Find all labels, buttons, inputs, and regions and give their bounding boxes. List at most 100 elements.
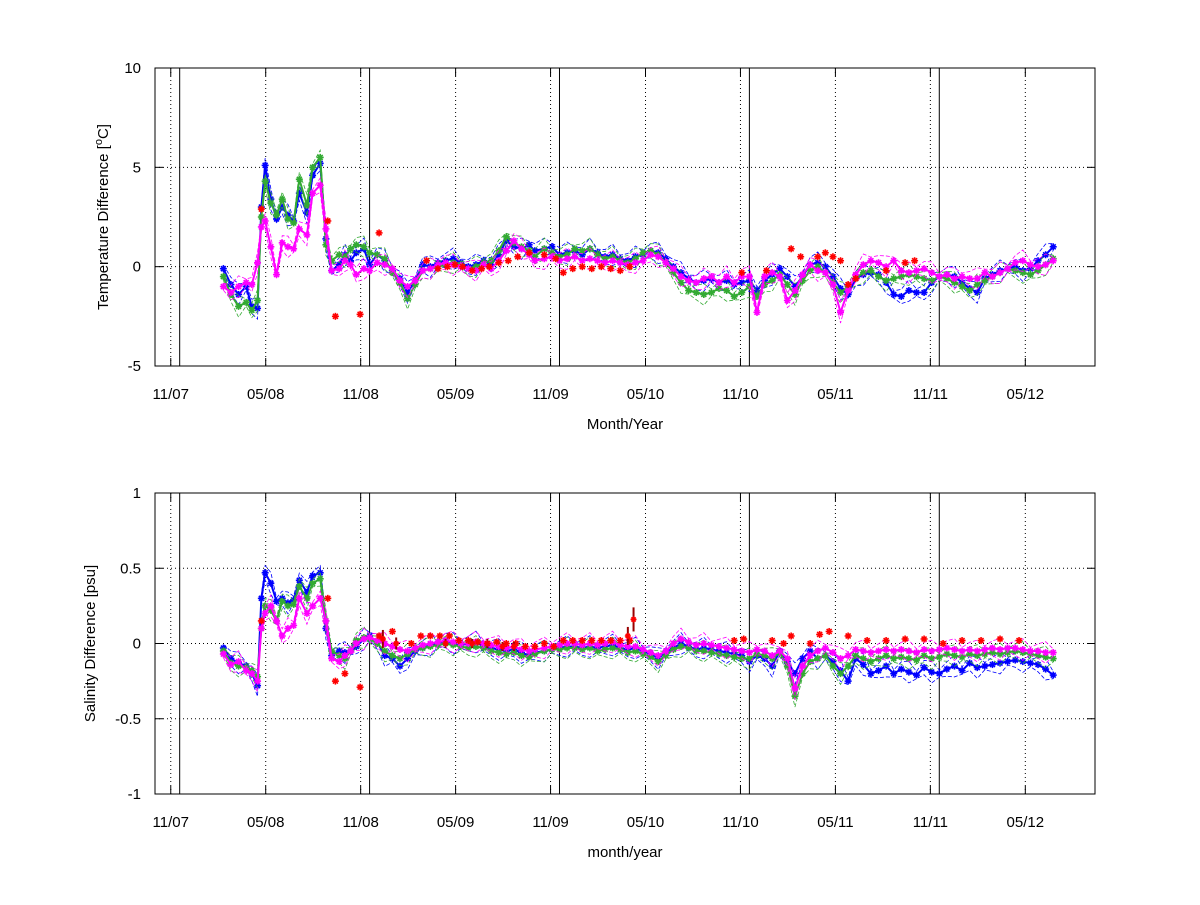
data-point: [1011, 259, 1019, 267]
data-point: [540, 251, 548, 259]
data-point: [555, 641, 563, 649]
data-point: [518, 245, 526, 253]
data-point: [882, 636, 890, 644]
data-point: [242, 279, 250, 287]
data-point: [1011, 267, 1019, 275]
data-point: [278, 239, 286, 247]
data-point: [588, 265, 596, 273]
data-point: [578, 263, 586, 271]
x-axis-label: Month/Year: [587, 416, 663, 433]
data-point: [290, 600, 298, 608]
data-point: [588, 636, 596, 644]
data-point: [257, 223, 265, 231]
series-envelope-line: [223, 191, 1054, 324]
data-point: [837, 308, 845, 316]
data-point: [248, 670, 256, 678]
data-point: [284, 243, 292, 251]
data-point: [920, 652, 928, 660]
temperature-panel: 11/07 05/08 11/08 05/09 11/09 05/10 11/10 05/11…: [93, 60, 1096, 433]
data-point: [799, 271, 807, 279]
data-point: [309, 163, 317, 171]
data-point: [797, 253, 805, 261]
data-point: [715, 279, 723, 287]
x-tick-label: 05/12: [1007, 386, 1045, 403]
x-tick-label: 05/09: [437, 814, 475, 831]
data-point: [738, 647, 746, 655]
data-point: [821, 249, 829, 257]
data-point: [273, 271, 281, 279]
data-point: [707, 288, 715, 296]
data-point: [484, 640, 491, 647]
data-point: [1019, 646, 1027, 654]
data-point: [859, 647, 867, 655]
data-point: [852, 646, 860, 654]
data-point: [257, 594, 265, 602]
data-point: [352, 640, 360, 647]
data-point: [890, 290, 898, 298]
data-point: [328, 267, 336, 275]
data-point: [502, 247, 510, 255]
data-point: [455, 636, 463, 644]
data-point: [324, 594, 332, 602]
data-point: [958, 653, 966, 661]
data-point: [504, 257, 512, 265]
data-point: [844, 287, 852, 295]
data-point: [647, 251, 655, 259]
data-point: [578, 636, 586, 644]
data-point: [1011, 644, 1019, 652]
data-point: [309, 579, 317, 587]
data-point: [495, 259, 503, 267]
data-point: [219, 273, 227, 281]
data-point: [451, 261, 459, 269]
series-envelope-line: [223, 578, 1054, 697]
data-point: [707, 641, 715, 649]
data-point: [950, 646, 958, 654]
data-point: [776, 647, 784, 655]
data-point: [912, 288, 920, 296]
error-bar: [469, 638, 476, 649]
data-point: [814, 253, 822, 261]
data-point: [267, 243, 275, 251]
data-point: [624, 632, 631, 639]
data-point: [928, 655, 936, 663]
data-point: [360, 265, 368, 273]
data-point: [639, 646, 647, 654]
data-point: [434, 265, 442, 273]
data-point: [411, 277, 419, 285]
data-point: [411, 644, 419, 652]
data-point: [958, 273, 966, 281]
data-point: [295, 594, 303, 602]
series-line: [222, 569, 1054, 687]
data-point: [685, 638, 693, 646]
data-point: [875, 259, 883, 267]
data-point: [303, 594, 311, 602]
data-point: [859, 269, 867, 277]
data-point: [859, 261, 867, 269]
data-point: [609, 644, 617, 652]
data-point: [837, 670, 845, 678]
data-point: [844, 662, 852, 670]
data-point: [654, 253, 662, 261]
data-point: [1004, 644, 1012, 652]
data-point: [341, 652, 349, 660]
data-point: [469, 640, 476, 647]
data-point: [480, 261, 488, 269]
series-envelope-line: [223, 604, 1054, 700]
data-point: [882, 646, 890, 654]
y-tick-label: -1: [128, 786, 141, 803]
data-point: [745, 649, 753, 657]
data-point: [837, 655, 845, 663]
data-point: [540, 245, 548, 253]
data-point: [799, 662, 807, 670]
data-point: [407, 640, 415, 647]
data-point: [597, 263, 605, 271]
data-point: [242, 667, 250, 675]
y-axis-label: Temperature Difference [oC]: [93, 124, 112, 310]
data-point: [867, 670, 875, 678]
data-point: [495, 247, 503, 255]
data-point: [227, 288, 235, 296]
data-point: [753, 650, 761, 658]
data-point: [609, 257, 617, 265]
data-point: [745, 655, 753, 663]
series-envelope-line: [223, 590, 1054, 679]
